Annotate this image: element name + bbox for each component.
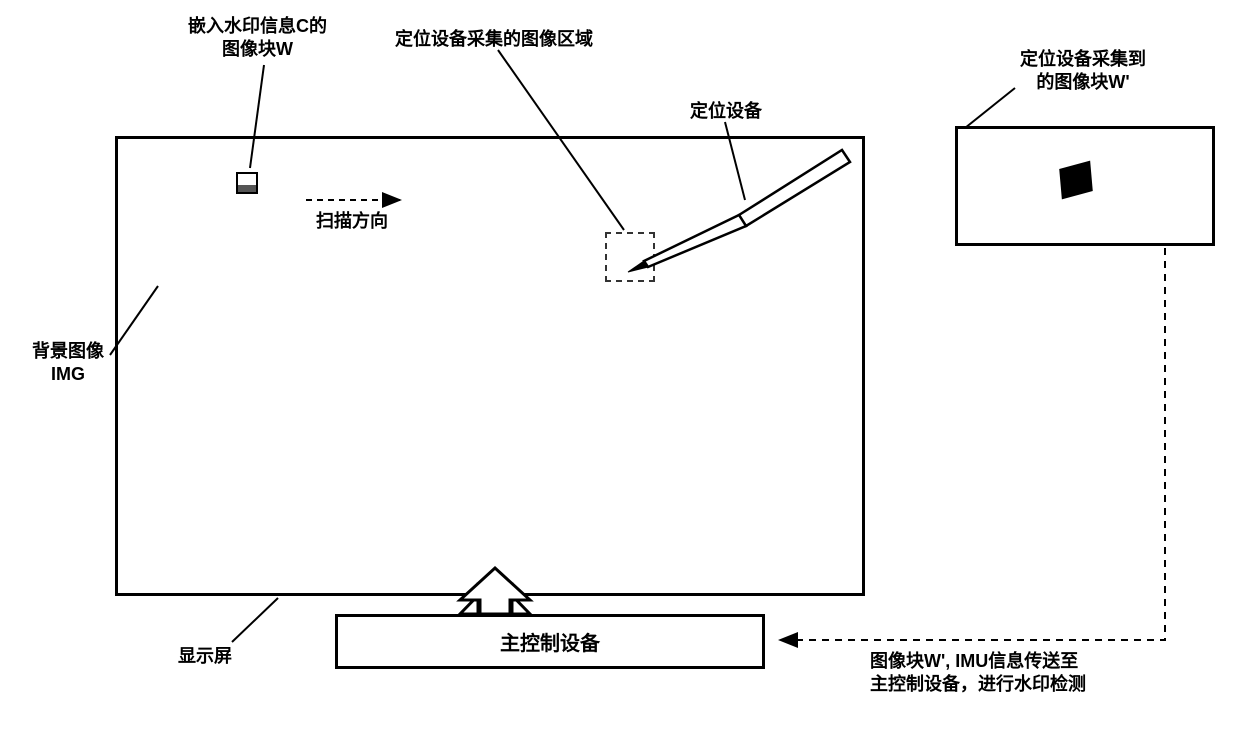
label-transmission-note: 图像块W', IMU信息传送至 主控制设备，进行水印检测 <box>870 650 1086 697</box>
dashed-transmission-path <box>0 0 1240 733</box>
